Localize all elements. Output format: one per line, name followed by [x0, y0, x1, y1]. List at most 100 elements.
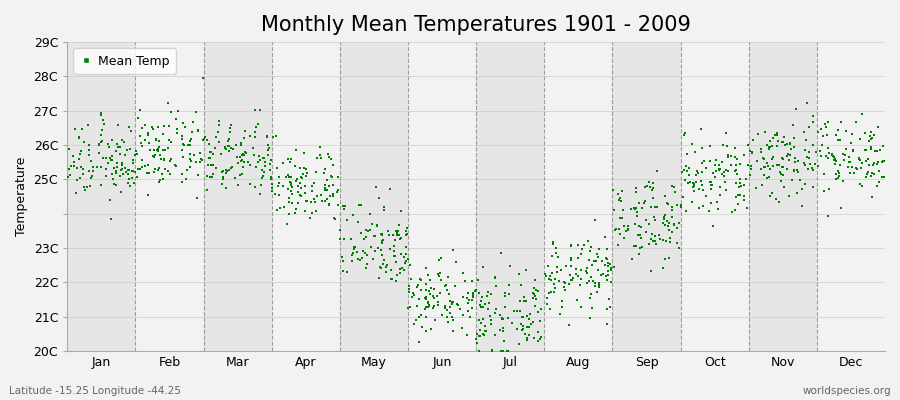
Point	[818, 121, 832, 128]
Point	[339, 269, 354, 276]
Point	[515, 327, 529, 333]
Point	[518, 298, 533, 305]
Point	[703, 179, 717, 186]
Point	[224, 122, 238, 128]
Point	[109, 148, 123, 155]
Point	[430, 302, 445, 308]
Point	[235, 164, 249, 170]
Point	[724, 153, 738, 159]
Point	[514, 321, 528, 328]
Point	[544, 269, 559, 276]
Point	[401, 289, 416, 296]
Point	[99, 173, 113, 179]
Point	[248, 134, 262, 140]
Point	[271, 182, 285, 189]
Title: Monthly Mean Temperatures 1901 - 2009: Monthly Mean Temperatures 1901 - 2009	[261, 15, 691, 35]
Point	[518, 330, 532, 337]
Point	[264, 156, 278, 163]
Point	[580, 269, 594, 276]
Bar	[272, 42, 340, 351]
Point	[687, 188, 701, 194]
Point	[300, 198, 314, 204]
Point	[461, 308, 475, 314]
Point	[443, 303, 457, 310]
Point	[77, 184, 92, 190]
Point	[854, 183, 868, 190]
Point	[538, 273, 553, 279]
Point	[616, 234, 631, 241]
Point	[724, 162, 738, 168]
Point	[512, 271, 526, 277]
Point	[657, 216, 671, 222]
Point	[258, 159, 273, 166]
Point	[743, 166, 758, 172]
Point	[564, 257, 579, 263]
Point	[598, 234, 612, 240]
Point	[72, 134, 86, 141]
Point	[153, 177, 167, 184]
Point	[80, 184, 94, 190]
Point	[102, 143, 116, 150]
Point	[184, 158, 199, 164]
Point	[482, 299, 496, 306]
Point	[634, 235, 648, 242]
Point	[542, 275, 556, 282]
Point	[680, 150, 694, 157]
Point	[326, 191, 340, 197]
Point	[219, 167, 233, 173]
Point	[719, 143, 733, 149]
Point	[76, 171, 90, 177]
Point	[515, 314, 529, 320]
Point	[270, 207, 284, 213]
Point	[728, 168, 742, 174]
Point	[356, 248, 370, 254]
Point	[496, 324, 510, 331]
Point	[305, 210, 320, 216]
Point	[261, 152, 275, 159]
Point	[852, 181, 867, 187]
Point	[390, 230, 404, 236]
Bar	[612, 42, 680, 351]
Point	[238, 128, 252, 134]
Point	[680, 168, 695, 174]
Point	[141, 130, 156, 136]
Point	[260, 147, 274, 153]
Point	[423, 326, 437, 332]
Point	[212, 118, 226, 124]
Point	[671, 244, 686, 251]
Point	[203, 162, 218, 168]
Point	[475, 331, 490, 337]
Point	[828, 160, 842, 167]
Point	[627, 205, 642, 212]
Point	[371, 245, 385, 251]
Point	[604, 264, 618, 271]
Point	[873, 146, 887, 153]
Point	[690, 167, 705, 174]
Point	[795, 202, 809, 209]
Point	[686, 184, 700, 190]
Point	[401, 286, 416, 292]
Point	[209, 165, 223, 171]
Point	[829, 158, 843, 164]
Point	[509, 326, 524, 332]
Point	[110, 141, 124, 147]
Point	[864, 172, 878, 179]
Point	[757, 172, 771, 178]
Point	[526, 295, 540, 301]
Point	[322, 153, 337, 160]
Point	[484, 346, 499, 353]
Point	[788, 144, 802, 150]
Point	[421, 299, 436, 305]
Point	[272, 192, 286, 198]
Point	[639, 217, 653, 223]
Point	[829, 171, 843, 177]
Point	[283, 179, 297, 186]
Point	[282, 195, 296, 202]
Point	[431, 257, 446, 264]
Point	[628, 205, 643, 211]
Point	[864, 136, 878, 142]
Point	[831, 168, 845, 174]
Point	[706, 222, 721, 229]
Point	[688, 149, 702, 155]
Point	[599, 276, 614, 283]
